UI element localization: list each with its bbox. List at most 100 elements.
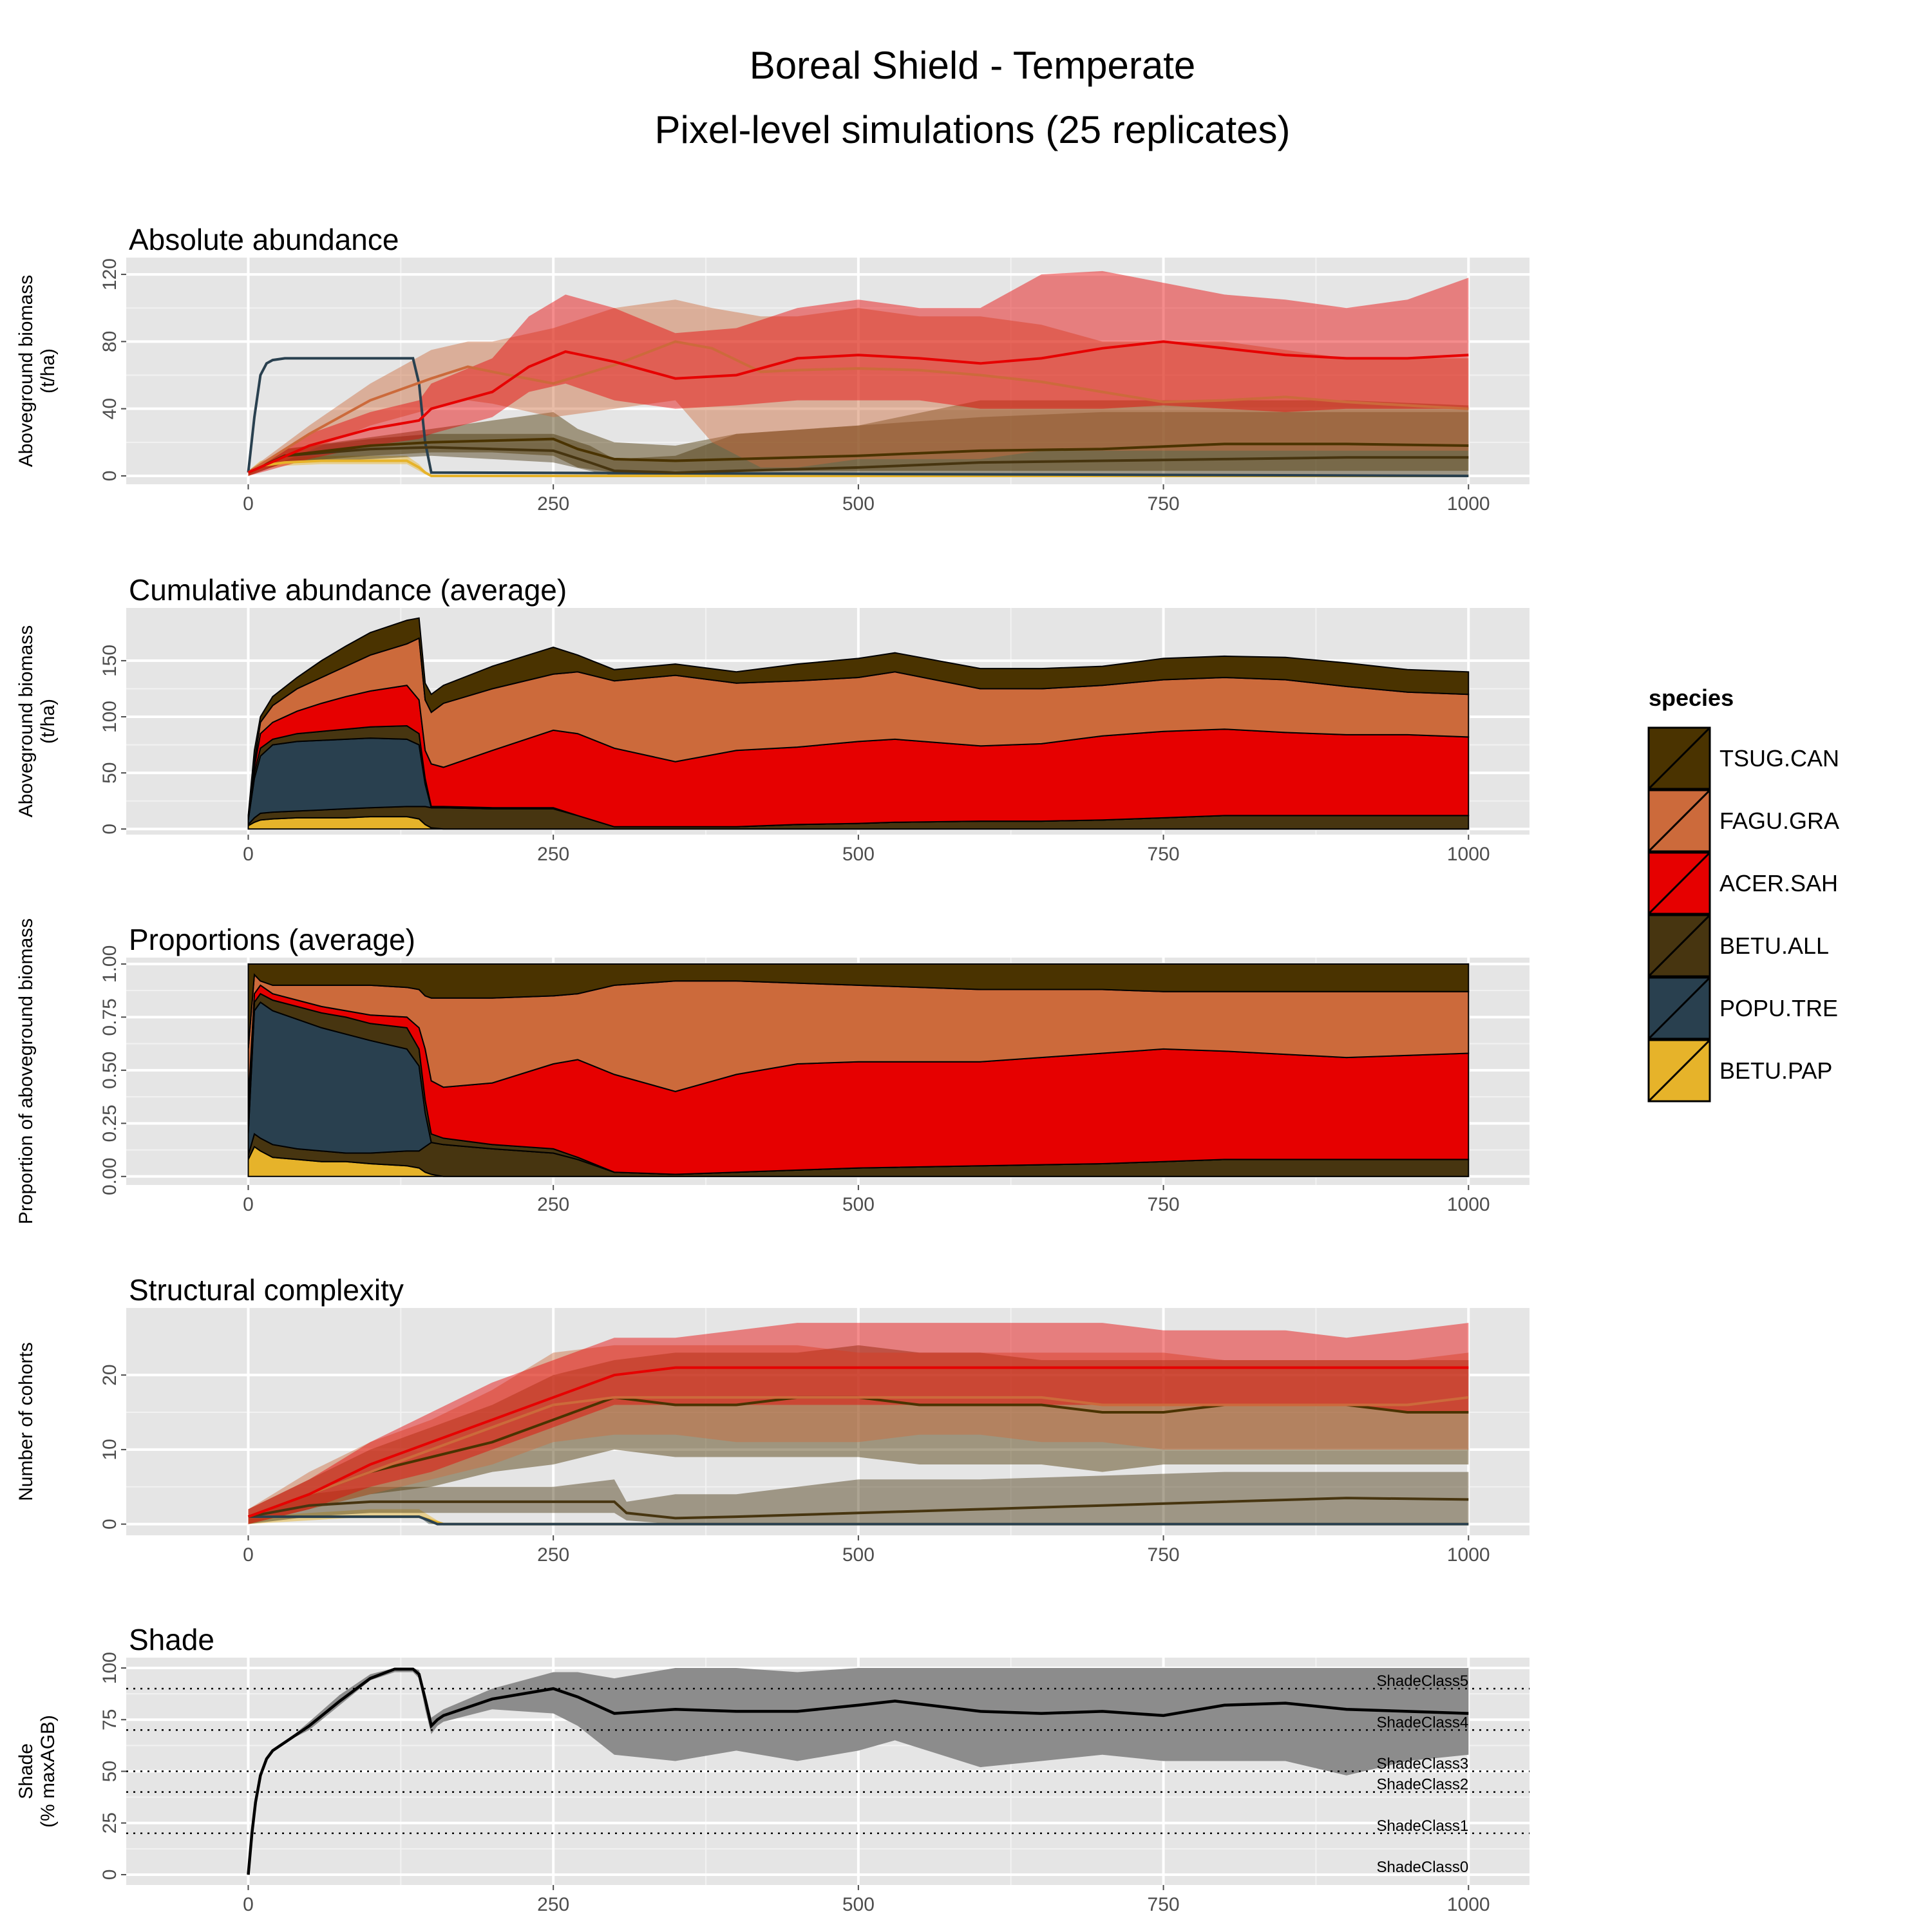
y-tick-label: 50: [99, 1761, 120, 1782]
y-tick-label: 0: [99, 1870, 120, 1880]
legend-key-slash: [1647, 976, 1711, 1040]
line-acer-sah: [247, 340, 1469, 474]
x-tick-label: 250: [537, 1544, 569, 1566]
x-tick-label: 750: [1148, 1544, 1180, 1566]
y-tick-label: 80: [99, 331, 120, 352]
shade-ribbon: [248, 1668, 1469, 1875]
y-tick-label: 0.75: [99, 998, 120, 1036]
line-betu-pap: [247, 459, 1469, 477]
ribbon-acer-sah: [248, 270, 1469, 476]
x-tick-label: 0: [243, 1194, 254, 1215]
legend-label-acer-sah: ACER.SAH: [1719, 870, 1838, 896]
ribbon-fagu-gra: [248, 299, 1469, 476]
shade-class-label: ShadeClass4: [1376, 1714, 1468, 1731]
shade-class-label: ShadeClass3: [1376, 1756, 1468, 1773]
legend-label-tsug-can: TSUG.CAN: [1719, 745, 1839, 772]
y-tick-label: 0: [99, 1519, 120, 1530]
ribbon-betu-all: [248, 1472, 1469, 1524]
legend-key-slash: [1647, 1039, 1711, 1103]
ribbon-acer-sah: [248, 1323, 1469, 1524]
y-tick-label: 75: [99, 1709, 120, 1730]
panel-title: Proportions (average): [129, 923, 415, 956]
x-tick-label: 750: [1148, 844, 1180, 865]
x-tick-label: 750: [1148, 493, 1180, 515]
line-acer-sah: [247, 1366, 1469, 1518]
panel-title: Cumulative abundance (average): [129, 573, 567, 607]
legend-title: species: [1649, 685, 1734, 711]
y-axis-label: Shade: [15, 1743, 37, 1799]
x-tick-label: 500: [842, 1894, 875, 1915]
line-tsug-can: [247, 437, 1469, 474]
x-tick-label: 0: [243, 844, 254, 865]
x-tick-label: 0: [243, 493, 254, 515]
line-fagu-gra: [247, 1396, 1469, 1518]
x-tick-label: 1000: [1447, 493, 1490, 515]
y-tick-label: 0.00: [99, 1158, 120, 1195]
y-tick-label: 0: [99, 824, 120, 835]
figure-title-line1: Boreal Shield - Temperate: [750, 44, 1196, 87]
panel-title: Shade: [129, 1623, 214, 1656]
y-tick-label: 25: [99, 1812, 120, 1833]
panel-structure: 0 250 500 750 1000 0 10 20 Structural complexity…: [15, 1273, 1530, 1566]
y-axis-label: Number of cohorts: [15, 1342, 37, 1501]
line-betu-all: [247, 446, 1469, 474]
y-tick-label: 0: [99, 471, 120, 482]
legend-key-slash: [1647, 789, 1711, 853]
y-tick-label: 1.00: [99, 945, 120, 983]
x-tick-label: 500: [842, 493, 875, 515]
panel-title: Absolute abundance: [129, 223, 399, 256]
y-tick-label: 10: [99, 1439, 120, 1460]
shade-class-label: ShadeClass5: [1376, 1672, 1468, 1690]
line-popu-tre: [248, 1515, 1469, 1526]
shade-class-label: ShadeClass2: [1376, 1776, 1468, 1794]
y-tick-label: 0.25: [99, 1104, 120, 1142]
line-betu-all: [248, 1497, 1469, 1520]
y-axis-label: (% maxAGB): [37, 1715, 59, 1828]
x-tick-label: 250: [537, 1894, 569, 1915]
panel-cumulative: 0 250 500 750 1000 0 50 100 150 Cumulative abunda…: [15, 573, 1530, 865]
area-tsug-can: [247, 617, 1470, 817]
x-tick-label: 250: [537, 844, 569, 865]
panel-proportions: 0 250 500 750 1000 0.00 0.25 0.50 0.75 1.00 Propor…: [15, 918, 1530, 1224]
ribbon-tsug-can: [248, 400, 1469, 476]
x-tick-label: 250: [537, 493, 569, 515]
legend-label-betu-all: BETU.ALL: [1719, 933, 1829, 959]
y-axis-label: Aboveground biomass: [15, 275, 37, 468]
y-tick-label: 150: [99, 645, 120, 677]
y-axis-label: (t/ha): [37, 699, 59, 744]
y-tick-label: 0.50: [99, 1052, 120, 1089]
ribbon-fagu-gra: [248, 1345, 1469, 1524]
legend-key-slash: [1647, 726, 1711, 790]
panel-shade: ShadeClass5 ShadeClass4 ShadeClass3 ShadeCl…: [15, 1623, 1530, 1915]
legend-label-betu-pap: BETU.PAP: [1719, 1057, 1832, 1084]
panel-background: [126, 1308, 1530, 1535]
line-fagu-gra: [247, 340, 1469, 474]
y-axis-label: (t/ha): [37, 348, 59, 393]
panel-absolute: 0 250 500 750 1000 0 40 80 120 Absolute abundance…: [15, 223, 1530, 515]
x-tick-label: 750: [1148, 1894, 1180, 1915]
y-tick-label: 50: [99, 762, 120, 783]
ribbon-betu-pap: [248, 1509, 1469, 1524]
y-tick-label: 120: [99, 258, 120, 290]
panel-title: Structural complexity: [129, 1273, 404, 1307]
y-tick-label: 40: [99, 398, 120, 419]
shade-class-label: ShadeClass1: [1376, 1817, 1468, 1835]
x-tick-label: 1000: [1447, 1194, 1490, 1215]
ribbon-betu-pap: [248, 455, 1469, 476]
x-tick-label: 500: [842, 1194, 875, 1215]
shade-class-label: ShadeClass0: [1376, 1859, 1468, 1876]
y-axis-label: Aboveground biomass: [15, 625, 37, 818]
legend-key-slash: [1647, 914, 1711, 978]
y-tick-label: 100: [99, 1652, 120, 1684]
x-tick-label: 500: [842, 844, 875, 865]
x-tick-label: 0: [243, 1894, 254, 1915]
legend-label-fagu-gra: FAGU.GRA: [1719, 808, 1839, 834]
area-tsug-can: [247, 963, 1470, 1049]
shade-mean-line: [247, 1667, 1469, 1875]
legend: species TSUG.CAN FAGU.GRA ACER.SAH BETU.ALL…: [1647, 685, 1839, 1103]
legend-label-popu-tre: POPU.TRE: [1719, 995, 1838, 1021]
y-tick-label: 20: [99, 1364, 120, 1385]
legend-key-slash: [1647, 851, 1711, 915]
